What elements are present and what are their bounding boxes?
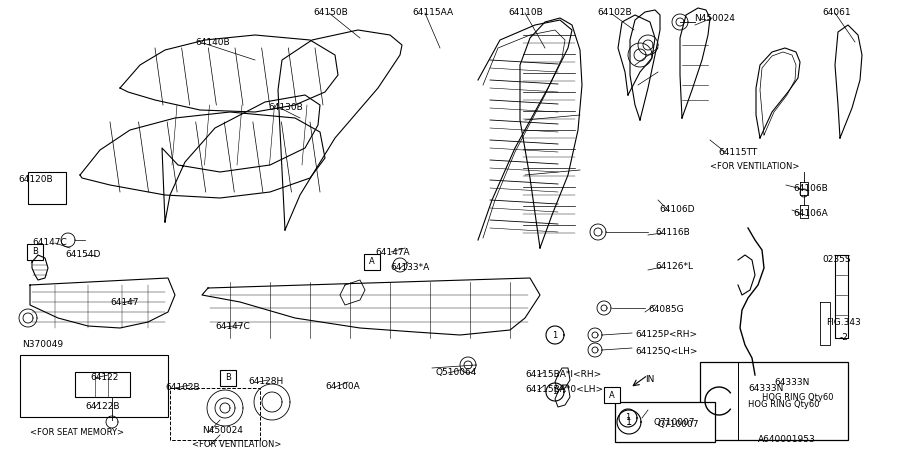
- Text: 64333N: 64333N: [748, 384, 783, 393]
- Text: <FOR VENTILATION>: <FOR VENTILATION>: [192, 440, 282, 449]
- Text: 64106A: 64106A: [793, 209, 828, 218]
- Text: 64106B: 64106B: [793, 184, 828, 193]
- Text: 64333N: 64333N: [774, 378, 809, 387]
- Text: 64125Q<LH>: 64125Q<LH>: [635, 347, 698, 356]
- Text: IN: IN: [645, 375, 654, 384]
- Text: A640001953: A640001953: [758, 435, 815, 444]
- Text: 64100A: 64100A: [325, 382, 360, 391]
- Text: 64115BA*0<LH>: 64115BA*0<LH>: [525, 385, 603, 394]
- Text: B: B: [225, 374, 231, 382]
- Text: 1: 1: [626, 414, 631, 423]
- Text: 64061: 64061: [822, 8, 850, 17]
- Text: 64154D: 64154D: [65, 250, 101, 259]
- Bar: [615, 402, 715, 442]
- Bar: [170, 388, 260, 440]
- Text: 64115TT: 64115TT: [718, 148, 757, 157]
- Text: HOG RING Qty60: HOG RING Qty60: [748, 400, 820, 409]
- Text: 64110B: 64110B: [508, 8, 543, 17]
- Bar: [604, 387, 620, 403]
- Text: 64085G: 64085G: [648, 305, 684, 314]
- Text: 64125P<RH>: 64125P<RH>: [635, 330, 698, 339]
- Bar: [75, 372, 130, 397]
- Text: 64140B: 64140B: [195, 38, 230, 47]
- Text: 64147: 64147: [110, 298, 139, 307]
- Text: -2: -2: [840, 333, 849, 342]
- Text: 64147A: 64147A: [375, 248, 410, 257]
- Text: 64102B: 64102B: [597, 8, 632, 17]
- Text: 64120B: 64120B: [18, 175, 52, 184]
- Text: 0235S: 0235S: [822, 255, 850, 264]
- Text: <FOR VENTILATION>: <FOR VENTILATION>: [710, 162, 799, 171]
- Text: Q710007: Q710007: [657, 420, 698, 429]
- Text: 64133*A: 64133*A: [390, 263, 429, 272]
- Text: 64115BA*I<RH>: 64115BA*I<RH>: [525, 370, 601, 379]
- Bar: [364, 254, 380, 270]
- Bar: [28, 172, 66, 204]
- Text: N450024: N450024: [694, 14, 735, 23]
- Text: 64106D: 64106D: [659, 205, 695, 214]
- Text: 64116B: 64116B: [655, 228, 689, 237]
- Text: N450024: N450024: [202, 426, 243, 435]
- Text: 64122: 64122: [90, 373, 119, 382]
- Text: A: A: [369, 257, 375, 266]
- Text: 64150B: 64150B: [313, 8, 347, 17]
- Text: <FOR SEAT MEMORY>: <FOR SEAT MEMORY>: [30, 428, 124, 437]
- Text: 64115AA: 64115AA: [412, 8, 453, 17]
- Text: 64147C: 64147C: [215, 322, 250, 331]
- Bar: [20, 355, 168, 417]
- Text: 64122B: 64122B: [85, 402, 120, 411]
- Text: 1: 1: [626, 417, 632, 427]
- Text: Q510064: Q510064: [435, 368, 476, 377]
- Text: 64147C: 64147C: [32, 238, 67, 247]
- Text: N370049: N370049: [22, 340, 63, 349]
- Text: 64126*L: 64126*L: [655, 262, 693, 271]
- Text: HOG RING Qty60: HOG RING Qty60: [762, 393, 833, 402]
- Text: Q710007: Q710007: [653, 418, 695, 427]
- Text: 64130B: 64130B: [268, 103, 302, 112]
- Bar: [27, 244, 43, 260]
- Text: FIG.343: FIG.343: [826, 318, 860, 327]
- Text: 1: 1: [553, 387, 558, 396]
- Text: B: B: [32, 248, 38, 256]
- Bar: [700, 362, 848, 440]
- Text: A: A: [609, 391, 615, 400]
- Text: 1: 1: [553, 330, 558, 339]
- Text: 64102B: 64102B: [165, 383, 200, 392]
- Text: 64128H: 64128H: [248, 377, 284, 386]
- Bar: [220, 370, 236, 386]
